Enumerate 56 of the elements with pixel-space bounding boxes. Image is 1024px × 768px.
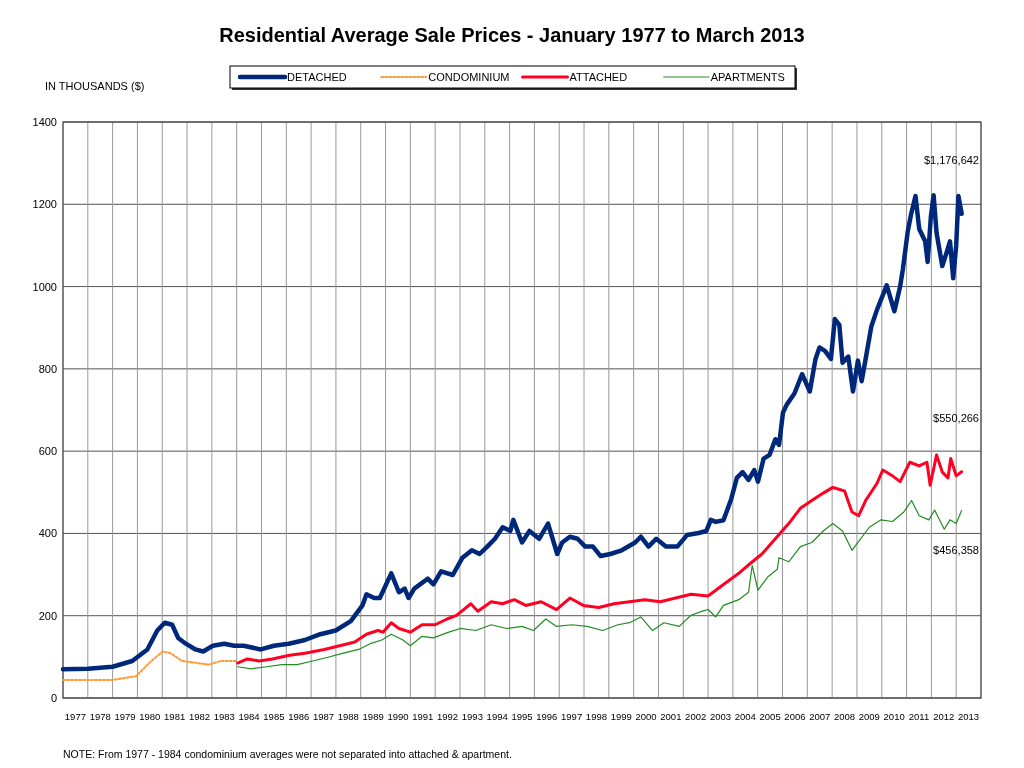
x-tick-label: 1998 <box>585 711 607 722</box>
x-tick-label: 2013 <box>958 711 980 722</box>
x-tick-label: 1995 <box>511 711 533 722</box>
x-tick-label: 1996 <box>536 711 558 722</box>
x-tick-label: 1977 <box>64 711 86 722</box>
x-tick-label: 1978 <box>89 711 111 722</box>
text: NOTE: From 1977 - 1984 condominium averages were not separated into attached & apartment. <box>63 748 512 760</box>
x-tick-label: 2010 <box>883 711 905 722</box>
x-tick-label: 1997 <box>561 711 583 722</box>
y-tick-label: 400 <box>38 527 57 540</box>
y-tick-label: 1200 <box>32 198 57 211</box>
x-tick-label: 1994 <box>486 711 508 722</box>
y-tick-label: 1400 <box>32 116 57 128</box>
y-tick-label: 0 <box>50 692 57 704</box>
x-tick-label: 1980 <box>139 711 161 722</box>
x-tick-label: 1981 <box>164 711 186 722</box>
y-tick-label: 200 <box>38 609 57 622</box>
x-tick-label: 2001 <box>660 711 682 722</box>
legend-label: APARTMENTS <box>710 71 785 83</box>
x-tick-label: 1986 <box>288 711 310 722</box>
x-tick-label: 1990 <box>387 711 409 722</box>
y-axis-title: IN THOUSANDS ($) <box>45 80 145 92</box>
y-tick-label: 600 <box>38 445 57 458</box>
x-tick-label: 1983 <box>213 711 235 722</box>
legend-label: ATTACHED <box>569 71 628 83</box>
x-tick-label: 2005 <box>759 711 781 722</box>
x-tick-label: 1982 <box>188 711 211 722</box>
x-tick-label: 2004 <box>734 711 756 722</box>
legend-label: DETACHED <box>287 71 347 83</box>
y-tick-label: 800 <box>38 362 57 375</box>
annotation: $1,176,642 <box>923 154 979 166</box>
x-tick-label: 1987 <box>312 711 335 722</box>
x-tick-label: 2003 <box>709 711 732 722</box>
x-tick-label: 1999 <box>610 711 632 722</box>
line-series <box>62 650 237 681</box>
x-tick-label: 1993 <box>461 711 483 722</box>
legend-label: CONDOMINIUM <box>428 71 510 83</box>
x-tick-label: 2006 <box>784 711 806 722</box>
x-tick-label: 1991 <box>412 711 434 722</box>
annotation: $456,358 <box>933 544 979 556</box>
annotation: $550,266 <box>933 412 979 424</box>
x-tick-label: 2011 <box>908 711 930 722</box>
x-tick-label: 1985 <box>263 711 285 722</box>
x-tick-label: 1979 <box>114 711 136 722</box>
x-tick-label: 1988 <box>337 711 359 722</box>
x-tick-label: 2000 <box>635 711 657 722</box>
x-tick-label: 2008 <box>833 711 856 722</box>
x-tick-label: 1989 <box>362 711 384 722</box>
x-tick-label: 1992 <box>437 711 459 722</box>
x-tick-label: 1984 <box>238 711 260 722</box>
x-tick-label: 2007 <box>809 711 831 722</box>
x-tick-label: 2012 <box>933 711 955 722</box>
y-tick-label: 1000 <box>32 280 57 293</box>
x-tick-label: 2009 <box>858 711 880 722</box>
x-tick-label: 2002 <box>685 711 707 722</box>
chart-title: Residential Average Sale Prices - January 1977 to March 2013 <box>219 24 805 46</box>
